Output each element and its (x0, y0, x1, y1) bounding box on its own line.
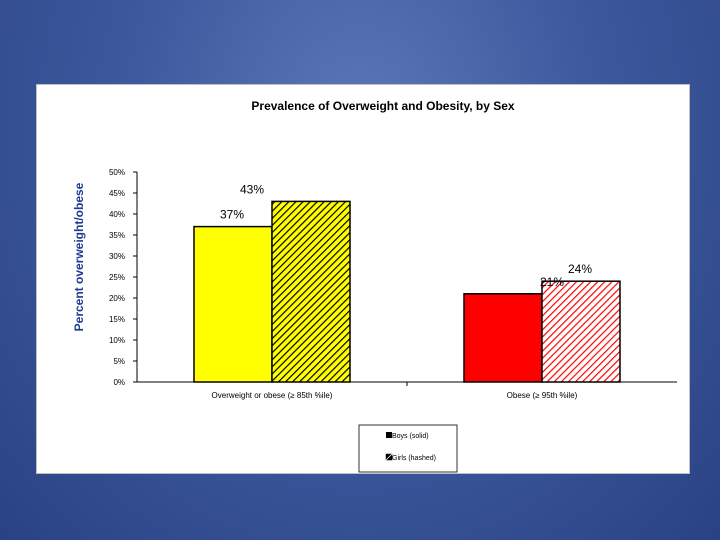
x-category-label: Overweight or obese (≥ 85th %ile) (212, 391, 333, 400)
bars (193, 200, 621, 383)
y-tick-label: 5% (113, 357, 125, 366)
legend-box (358, 424, 458, 473)
data-label: 24% (568, 262, 592, 276)
x-category-label: Obese (≥ 95th %ile) (507, 391, 578, 400)
y-tick-label: 40% (109, 210, 125, 219)
y-tick-label: 50% (109, 168, 125, 177)
y-tick-label: 10% (109, 336, 125, 345)
data-label: 43% (240, 182, 264, 196)
legend-swatch-boys (386, 432, 392, 438)
x-axis-categories: Overweight or obese (≥ 85th %ile) Obese (… (212, 382, 578, 400)
data-label: 37% (220, 208, 244, 222)
legend: Boys (solid) Girls (hashed) (358, 424, 458, 473)
y-tick-label: 0% (113, 378, 125, 387)
data-labels: 37% 21% 43% 24% (220, 182, 592, 288)
y-tick-label: 25% (109, 273, 125, 282)
bar-boys-0 (193, 225, 273, 383)
y-tick-label: 35% (109, 231, 125, 240)
data-label: 21% (540, 275, 564, 289)
legend-label-girls: Girls (hashed) (392, 455, 436, 462)
bar-girls-1 (541, 280, 621, 383)
y-axis-ticks: 0% 5% 10% 15% 20% 25% 30% 35% 40% 45% 50% (109, 168, 137, 387)
y-tick-label: 30% (109, 252, 125, 261)
y-tick-label: 15% (109, 315, 125, 324)
legend-label-boys: Boys (solid) (392, 433, 429, 440)
chart-panel: Prevalence of Overweight and Obesity, by… (36, 84, 690, 474)
y-axis-label: Percent overweight/obese (72, 182, 86, 331)
bar-boys-1 (463, 293, 543, 383)
bar-girls-0 (271, 200, 351, 383)
bar-chart: Prevalence of Overweight and Obesity, by… (72, 99, 677, 473)
y-tick-label: 45% (109, 189, 125, 198)
chart-title: Prevalence of Overweight and Obesity, by… (251, 99, 515, 113)
legend-swatch-girls-hatch (385, 453, 393, 461)
y-tick-label: 20% (109, 294, 125, 303)
